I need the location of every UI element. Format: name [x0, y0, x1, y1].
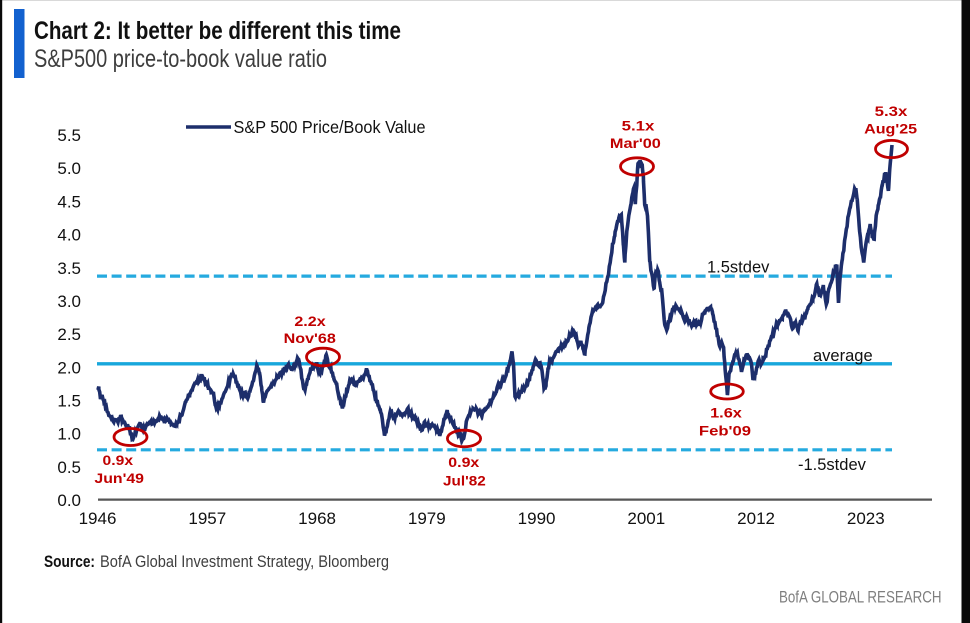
svg-text:1946: 1946 [79, 509, 117, 528]
svg-text:Feb'09: Feb'09 [699, 422, 751, 438]
svg-text:3.0: 3.0 [57, 292, 81, 311]
svg-text:0.5: 0.5 [57, 458, 81, 477]
svg-text:1957: 1957 [188, 509, 226, 528]
svg-text:2012: 2012 [737, 509, 775, 528]
svg-text:Nov'68: Nov'68 [284, 330, 336, 346]
svg-text:BofA Global Investment Strateg: BofA Global Investment Strategy, Bloombe… [100, 553, 389, 571]
svg-text:1.6x: 1.6x [710, 405, 742, 421]
svg-text:Chart 2: It better be differen: Chart 2: It better be different this tim… [34, 17, 401, 45]
svg-text:average: average [813, 347, 873, 365]
svg-text:2001: 2001 [627, 509, 665, 528]
svg-text:2.5: 2.5 [57, 325, 81, 344]
svg-text:1968: 1968 [298, 509, 336, 528]
svg-text:5.0: 5.0 [57, 159, 81, 178]
svg-text:Aug'25: Aug'25 [864, 121, 917, 137]
svg-text:4.0: 4.0 [57, 226, 81, 245]
svg-text:0.9x: 0.9x [448, 454, 479, 470]
svg-text:S&P500 price-to-book value rat: S&P500 price-to-book value ratio [34, 45, 327, 73]
svg-text:0.0: 0.0 [57, 491, 81, 510]
svg-text:1979: 1979 [408, 509, 446, 528]
svg-text:1.5stdev: 1.5stdev [707, 259, 770, 277]
svg-text:3.5: 3.5 [57, 259, 81, 278]
svg-text:-1.5stdev: -1.5stdev [798, 456, 867, 474]
svg-text:2.2x: 2.2x [294, 313, 326, 329]
svg-text:2023: 2023 [847, 509, 885, 528]
svg-text:5.3x: 5.3x [875, 103, 908, 119]
svg-text:2.0: 2.0 [57, 358, 81, 377]
svg-text:S&P 500 Price/Book Value: S&P 500 Price/Book Value [234, 117, 426, 137]
svg-text:0.9x: 0.9x [103, 452, 134, 468]
svg-text:Source:: Source: [44, 553, 95, 571]
svg-text:1.0: 1.0 [57, 425, 81, 444]
svg-text:5.5: 5.5 [57, 126, 81, 145]
svg-text:Mar'00: Mar'00 [610, 135, 661, 151]
svg-text:Jun'49: Jun'49 [94, 470, 144, 486]
svg-text:1.5: 1.5 [57, 392, 81, 411]
svg-text:1990: 1990 [518, 509, 556, 528]
svg-text:5.1x: 5.1x [622, 118, 655, 134]
svg-text:BofA GLOBAL RESEARCH: BofA GLOBAL RESEARCH [779, 588, 942, 607]
svg-text:4.5: 4.5 [57, 192, 81, 211]
svg-text:Jul'82: Jul'82 [443, 473, 486, 489]
